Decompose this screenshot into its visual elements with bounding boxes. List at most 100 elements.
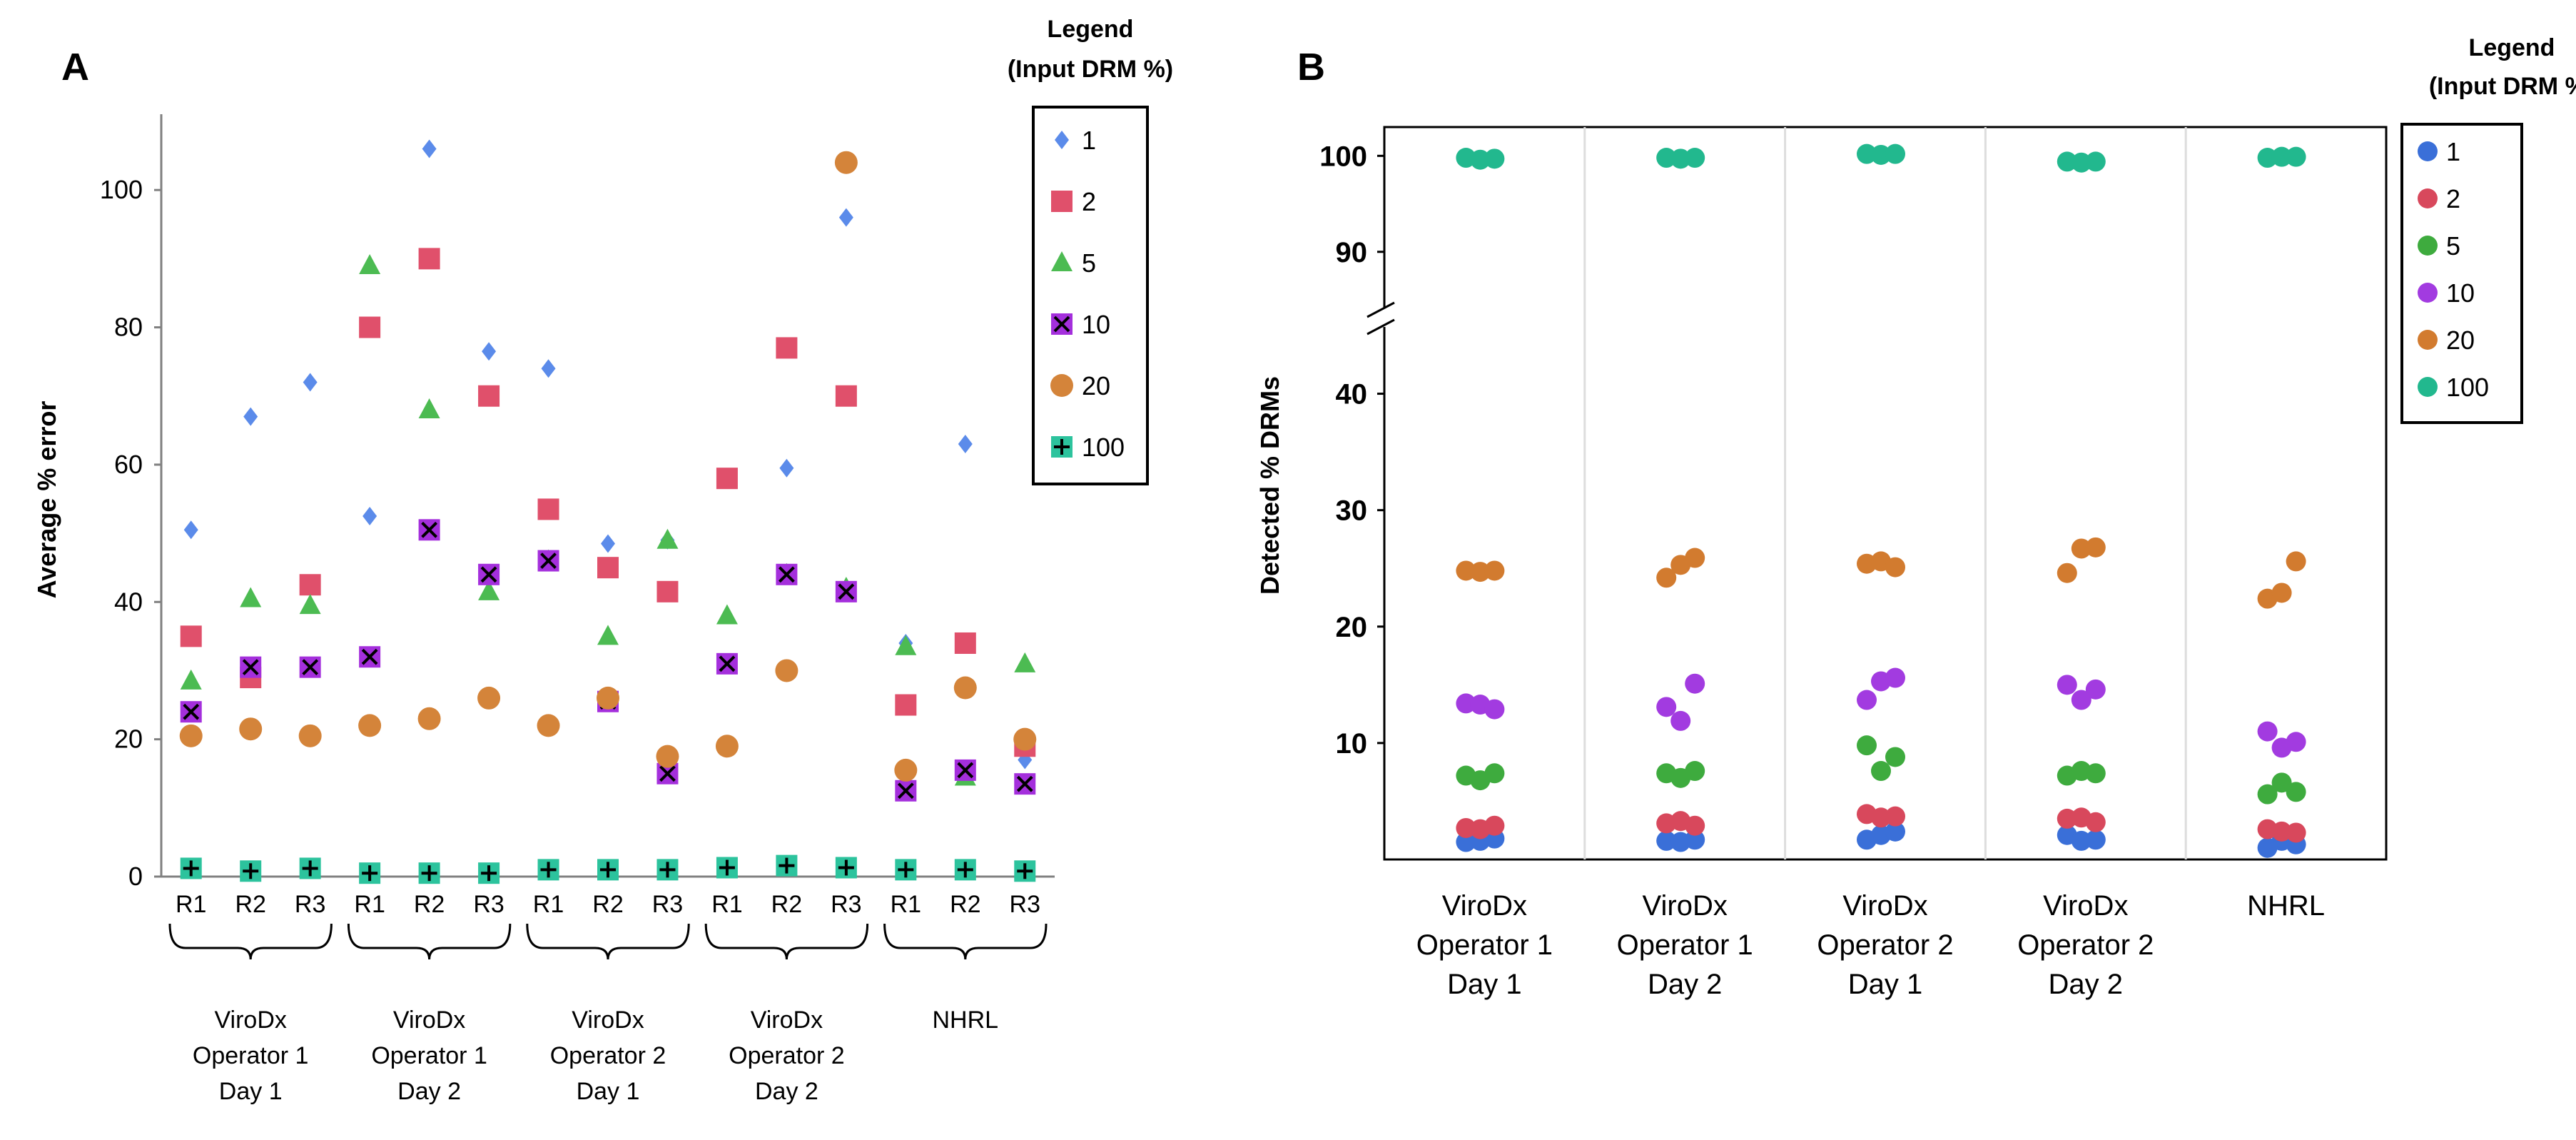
panel-a-group-label: ViroDx xyxy=(214,1007,286,1034)
panel-b-category-label: ViroDx xyxy=(2043,890,2128,922)
panel-a-chart: 0 20 40 60 80 100 Average % error R1 R2 R3 ViroDx O… xyxy=(32,16,1173,1105)
panel-b-category-label: Operator 2 xyxy=(1817,929,1953,961)
panel-a-y-tick-label: 60 xyxy=(114,450,143,479)
panel-b-point-20 xyxy=(2071,538,2091,559)
panel-a-point-100 xyxy=(716,857,738,879)
marker-shape xyxy=(358,714,382,737)
marker-shape xyxy=(656,580,679,602)
marker-shape xyxy=(179,724,203,747)
marker-cross xyxy=(1016,775,1033,792)
panel-a-group-label: ViroDx xyxy=(393,1007,465,1034)
marker-shape xyxy=(779,458,794,478)
panel-b-point-100 xyxy=(2286,146,2306,167)
marker-shape xyxy=(838,208,853,227)
panel-a-replicate-label: R1 xyxy=(891,891,921,918)
marker-shape xyxy=(958,435,973,454)
panel-a-point-100 xyxy=(418,862,440,884)
panel-b-point-2 xyxy=(1685,815,1705,836)
marker-shape xyxy=(299,594,321,615)
panel-b-legend-marker xyxy=(2418,141,2438,161)
panel-a-point-100 xyxy=(240,860,262,882)
panel-a-point-5 xyxy=(597,625,619,645)
marker-shape xyxy=(597,686,619,710)
panel-a-point-100 xyxy=(537,859,559,881)
panel-a-legend-marker xyxy=(1051,436,1073,458)
panel-a-legend-label: 100 xyxy=(1082,433,1125,462)
panel-b-point-1 xyxy=(2085,829,2106,850)
panel-b-legend-label: 20 xyxy=(2446,326,2475,355)
panel-b-point-100 xyxy=(2257,148,2278,168)
panel-a-point-100 xyxy=(180,857,202,879)
panel-a-legend-marker xyxy=(1050,374,1073,397)
marker-shape xyxy=(954,632,976,654)
panel-b-category-label: ViroDx xyxy=(1442,890,1527,922)
panel-b-category-label: NHRL xyxy=(2247,890,2325,922)
panel-b-point-2 xyxy=(2286,822,2306,843)
panel-a-point-100 xyxy=(359,862,381,884)
panel-b-legend-box xyxy=(2400,123,2523,424)
panel-b-legend-label: 1 xyxy=(2446,137,2460,166)
panel-b-legend-label: 2 xyxy=(2446,184,2460,213)
panel-a-replicate-label: R2 xyxy=(414,891,445,918)
panel-b-point-20 xyxy=(1470,562,1491,582)
marker-shape xyxy=(716,468,738,490)
panel-b-point-10 xyxy=(1857,690,1877,710)
panel-a-point-20 xyxy=(179,724,203,747)
marker-shape xyxy=(715,735,739,758)
panel-b-y-axis-title: Detected % DRMs xyxy=(1255,376,1284,595)
marker-cross xyxy=(480,566,497,583)
panel-b-legend-label: 100 xyxy=(2446,373,2489,402)
panel-a-point-5 xyxy=(418,398,440,418)
panel-b-point-10 xyxy=(2085,679,2106,700)
panel-a-replicate-label: R2 xyxy=(592,891,623,918)
panel-a-group-label: Operator 1 xyxy=(371,1042,487,1069)
panel-a-group-label: Day 2 xyxy=(755,1078,818,1105)
panel-b-break-mark xyxy=(1366,318,1395,336)
panel-b-point-1 xyxy=(1456,832,1476,852)
panel-b-point-10 xyxy=(1456,693,1476,714)
marker-shape xyxy=(243,407,258,426)
panel-a-replicate-label: R3 xyxy=(473,891,504,918)
panel-a-point-2 xyxy=(537,498,559,520)
panel-a-legend-marker xyxy=(1051,313,1073,335)
panel-a-point-20 xyxy=(477,686,501,710)
panel-a-point-5 xyxy=(240,587,262,607)
panel-b-legend-marker xyxy=(2418,283,2438,303)
panel-a-replicate-label: R3 xyxy=(295,891,325,918)
panel-a-point-20 xyxy=(775,659,798,682)
panel-a-legend-marker xyxy=(1051,251,1073,271)
panel-b-letter: B xyxy=(1297,46,1325,89)
marker-shape xyxy=(478,580,500,600)
panel-a-point-20 xyxy=(597,686,619,710)
panel-a-point-2 xyxy=(597,557,619,579)
marker-shape xyxy=(418,398,440,418)
panel-b-point-2 xyxy=(1456,817,1476,838)
panel-a-group-label: Operator 2 xyxy=(729,1042,845,1069)
panel-a-replicate-label: R1 xyxy=(711,891,742,918)
marker-shape xyxy=(895,694,917,716)
panel-b-point-20 xyxy=(1685,548,1705,568)
panel-b-point-100 xyxy=(2057,151,2077,172)
panel-b-point-20 xyxy=(2286,551,2306,572)
panel-a-point-100 xyxy=(478,862,500,884)
marker-shape xyxy=(359,316,381,338)
panel-a-legend-label: 5 xyxy=(1082,248,1096,278)
panel-b-point-10 xyxy=(1885,667,1905,688)
panel-a-group-label: ViroDx xyxy=(572,1007,644,1034)
marker-shape xyxy=(894,758,918,782)
panel-b-y-tick-label: 40 xyxy=(1336,379,1368,410)
panel-b-point-5 xyxy=(2286,782,2306,802)
panel-b-point-5 xyxy=(1685,761,1705,782)
marker-shape xyxy=(183,520,198,540)
panel-a-point-1 xyxy=(362,507,377,526)
marker-shape xyxy=(895,635,917,655)
panel-a-legend-marker xyxy=(1055,131,1069,149)
panel-a-point-10 xyxy=(1014,773,1036,795)
panel-a-replicate-label: R3 xyxy=(1010,891,1040,918)
panel-b-point-10 xyxy=(2286,732,2306,752)
panel-a-legend-box xyxy=(1032,106,1149,485)
panel-b-point-100 xyxy=(1656,148,1677,168)
panel-b-point-2 xyxy=(1871,807,1891,828)
panel-a-replicate-label: R3 xyxy=(831,891,861,918)
panel-a-point-5 xyxy=(180,669,202,690)
